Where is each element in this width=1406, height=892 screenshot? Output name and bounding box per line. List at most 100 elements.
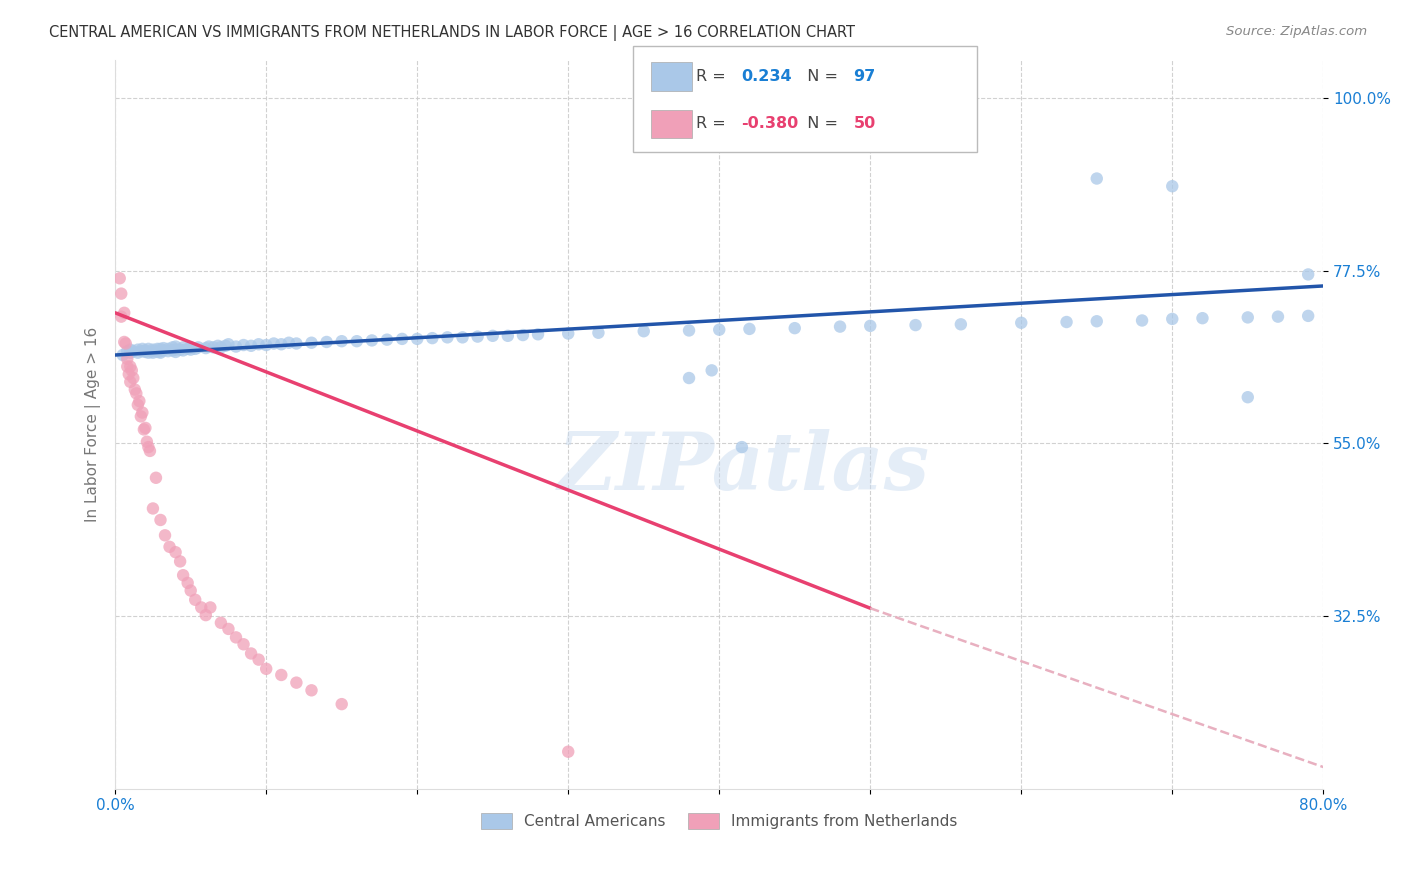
Point <box>176 575 198 590</box>
Point <box>165 343 187 357</box>
Point <box>194 608 217 623</box>
Point <box>132 422 155 436</box>
Y-axis label: In Labor Force | Age > 16: In Labor Force | Age > 16 <box>86 326 101 522</box>
Point <box>117 344 139 359</box>
Point <box>121 363 143 377</box>
Point <box>114 336 136 351</box>
Point <box>184 342 207 356</box>
Point <box>783 321 806 335</box>
Point <box>1056 315 1078 329</box>
Point <box>678 323 700 337</box>
Point <box>859 318 882 333</box>
Point <box>904 318 927 332</box>
Point <box>118 367 141 381</box>
Point <box>172 343 194 358</box>
Point <box>159 540 181 554</box>
Point <box>1267 310 1289 324</box>
Point <box>120 359 142 374</box>
Point <box>391 332 413 346</box>
Point <box>678 371 700 385</box>
Point <box>200 600 222 615</box>
Point <box>1296 309 1319 323</box>
Point <box>145 471 167 485</box>
Point <box>149 513 172 527</box>
Point <box>190 600 212 615</box>
Point <box>330 334 353 349</box>
Point <box>209 615 232 630</box>
Point <box>149 342 172 356</box>
Point <box>135 434 157 449</box>
Point <box>112 334 135 349</box>
Point <box>557 326 579 341</box>
Text: Source: ZipAtlas.com: Source: ZipAtlas.com <box>1226 25 1367 38</box>
Point <box>240 647 263 661</box>
Point <box>240 339 263 353</box>
Point <box>731 440 754 454</box>
Point <box>1010 316 1032 330</box>
Point <box>128 394 150 409</box>
Point <box>1236 310 1258 325</box>
Point <box>172 568 194 582</box>
Point <box>217 337 239 351</box>
Point <box>138 440 160 454</box>
Text: 97: 97 <box>853 70 876 84</box>
Point <box>527 327 550 342</box>
Point <box>198 340 221 354</box>
Point <box>162 343 184 358</box>
Point <box>134 343 156 358</box>
Point <box>165 545 187 559</box>
Point <box>1191 311 1213 326</box>
Point <box>142 343 165 357</box>
Point <box>346 334 368 349</box>
Point <box>709 323 731 337</box>
Point <box>142 344 165 359</box>
Point <box>1161 179 1184 194</box>
Point <box>152 343 174 358</box>
Point <box>124 383 146 397</box>
Legend: Central Americans, Immigrants from Netherlands: Central Americans, Immigrants from Nethe… <box>475 807 963 836</box>
Point <box>131 342 153 356</box>
Point <box>146 345 169 359</box>
Text: 50: 50 <box>853 117 876 131</box>
Point <box>247 337 270 351</box>
Point <box>157 344 180 359</box>
Text: -0.380: -0.380 <box>741 117 799 131</box>
Point <box>165 340 187 354</box>
Point <box>169 343 191 357</box>
Point <box>117 359 139 374</box>
Point <box>180 343 202 357</box>
Point <box>129 409 152 424</box>
Point <box>176 342 198 356</box>
Point <box>122 344 145 359</box>
Point <box>315 334 337 349</box>
Text: ZIPatlas: ZIPatlas <box>557 429 929 507</box>
Point <box>122 371 145 385</box>
Text: N =: N = <box>797 70 844 84</box>
Point <box>1161 312 1184 326</box>
Point <box>496 328 519 343</box>
Point <box>207 339 229 353</box>
Point <box>127 345 149 359</box>
Point <box>633 324 655 338</box>
Point <box>138 345 160 359</box>
Text: R =: R = <box>696 117 731 131</box>
Point <box>157 342 180 356</box>
Point <box>254 662 277 676</box>
Point <box>138 342 160 356</box>
Point <box>120 375 142 389</box>
Point <box>1085 314 1108 328</box>
Point <box>467 329 489 343</box>
Point <box>361 334 384 348</box>
Point <box>180 340 202 354</box>
Point <box>828 319 851 334</box>
Point <box>162 340 184 354</box>
Point <box>149 344 172 359</box>
Point <box>187 340 209 354</box>
Point <box>180 583 202 598</box>
Point <box>127 398 149 412</box>
Point <box>108 271 131 285</box>
Point <box>232 338 254 352</box>
Point <box>738 322 761 336</box>
Point <box>232 637 254 651</box>
Point <box>110 286 132 301</box>
